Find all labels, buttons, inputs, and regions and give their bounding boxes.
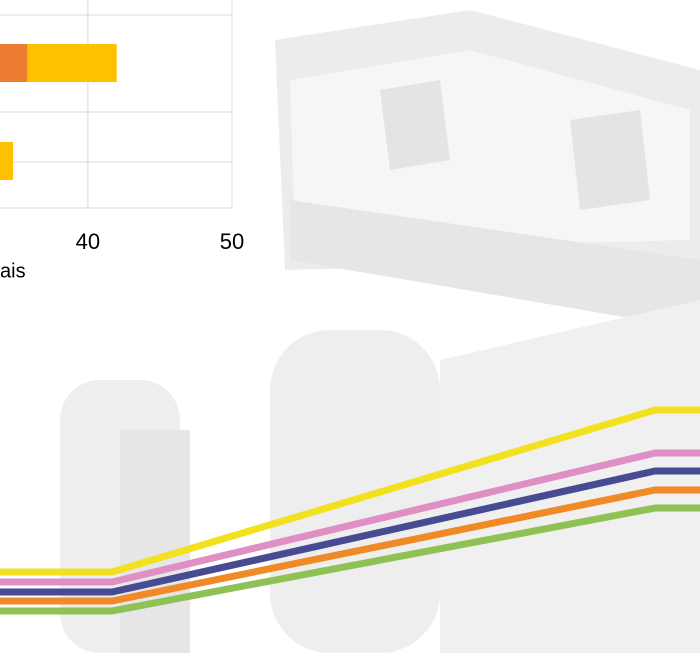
x-tick-label: 50 — [220, 229, 244, 254]
plot-frame — [0, 14, 232, 209]
decorative-lines — [0, 406, 700, 615]
bar-segment — [27, 44, 117, 82]
x-tick-label: 40 — [76, 229, 100, 254]
bar-segment — [0, 44, 28, 82]
x-axis-label: ais — [0, 260, 26, 282]
bar-segment — [0, 142, 13, 180]
